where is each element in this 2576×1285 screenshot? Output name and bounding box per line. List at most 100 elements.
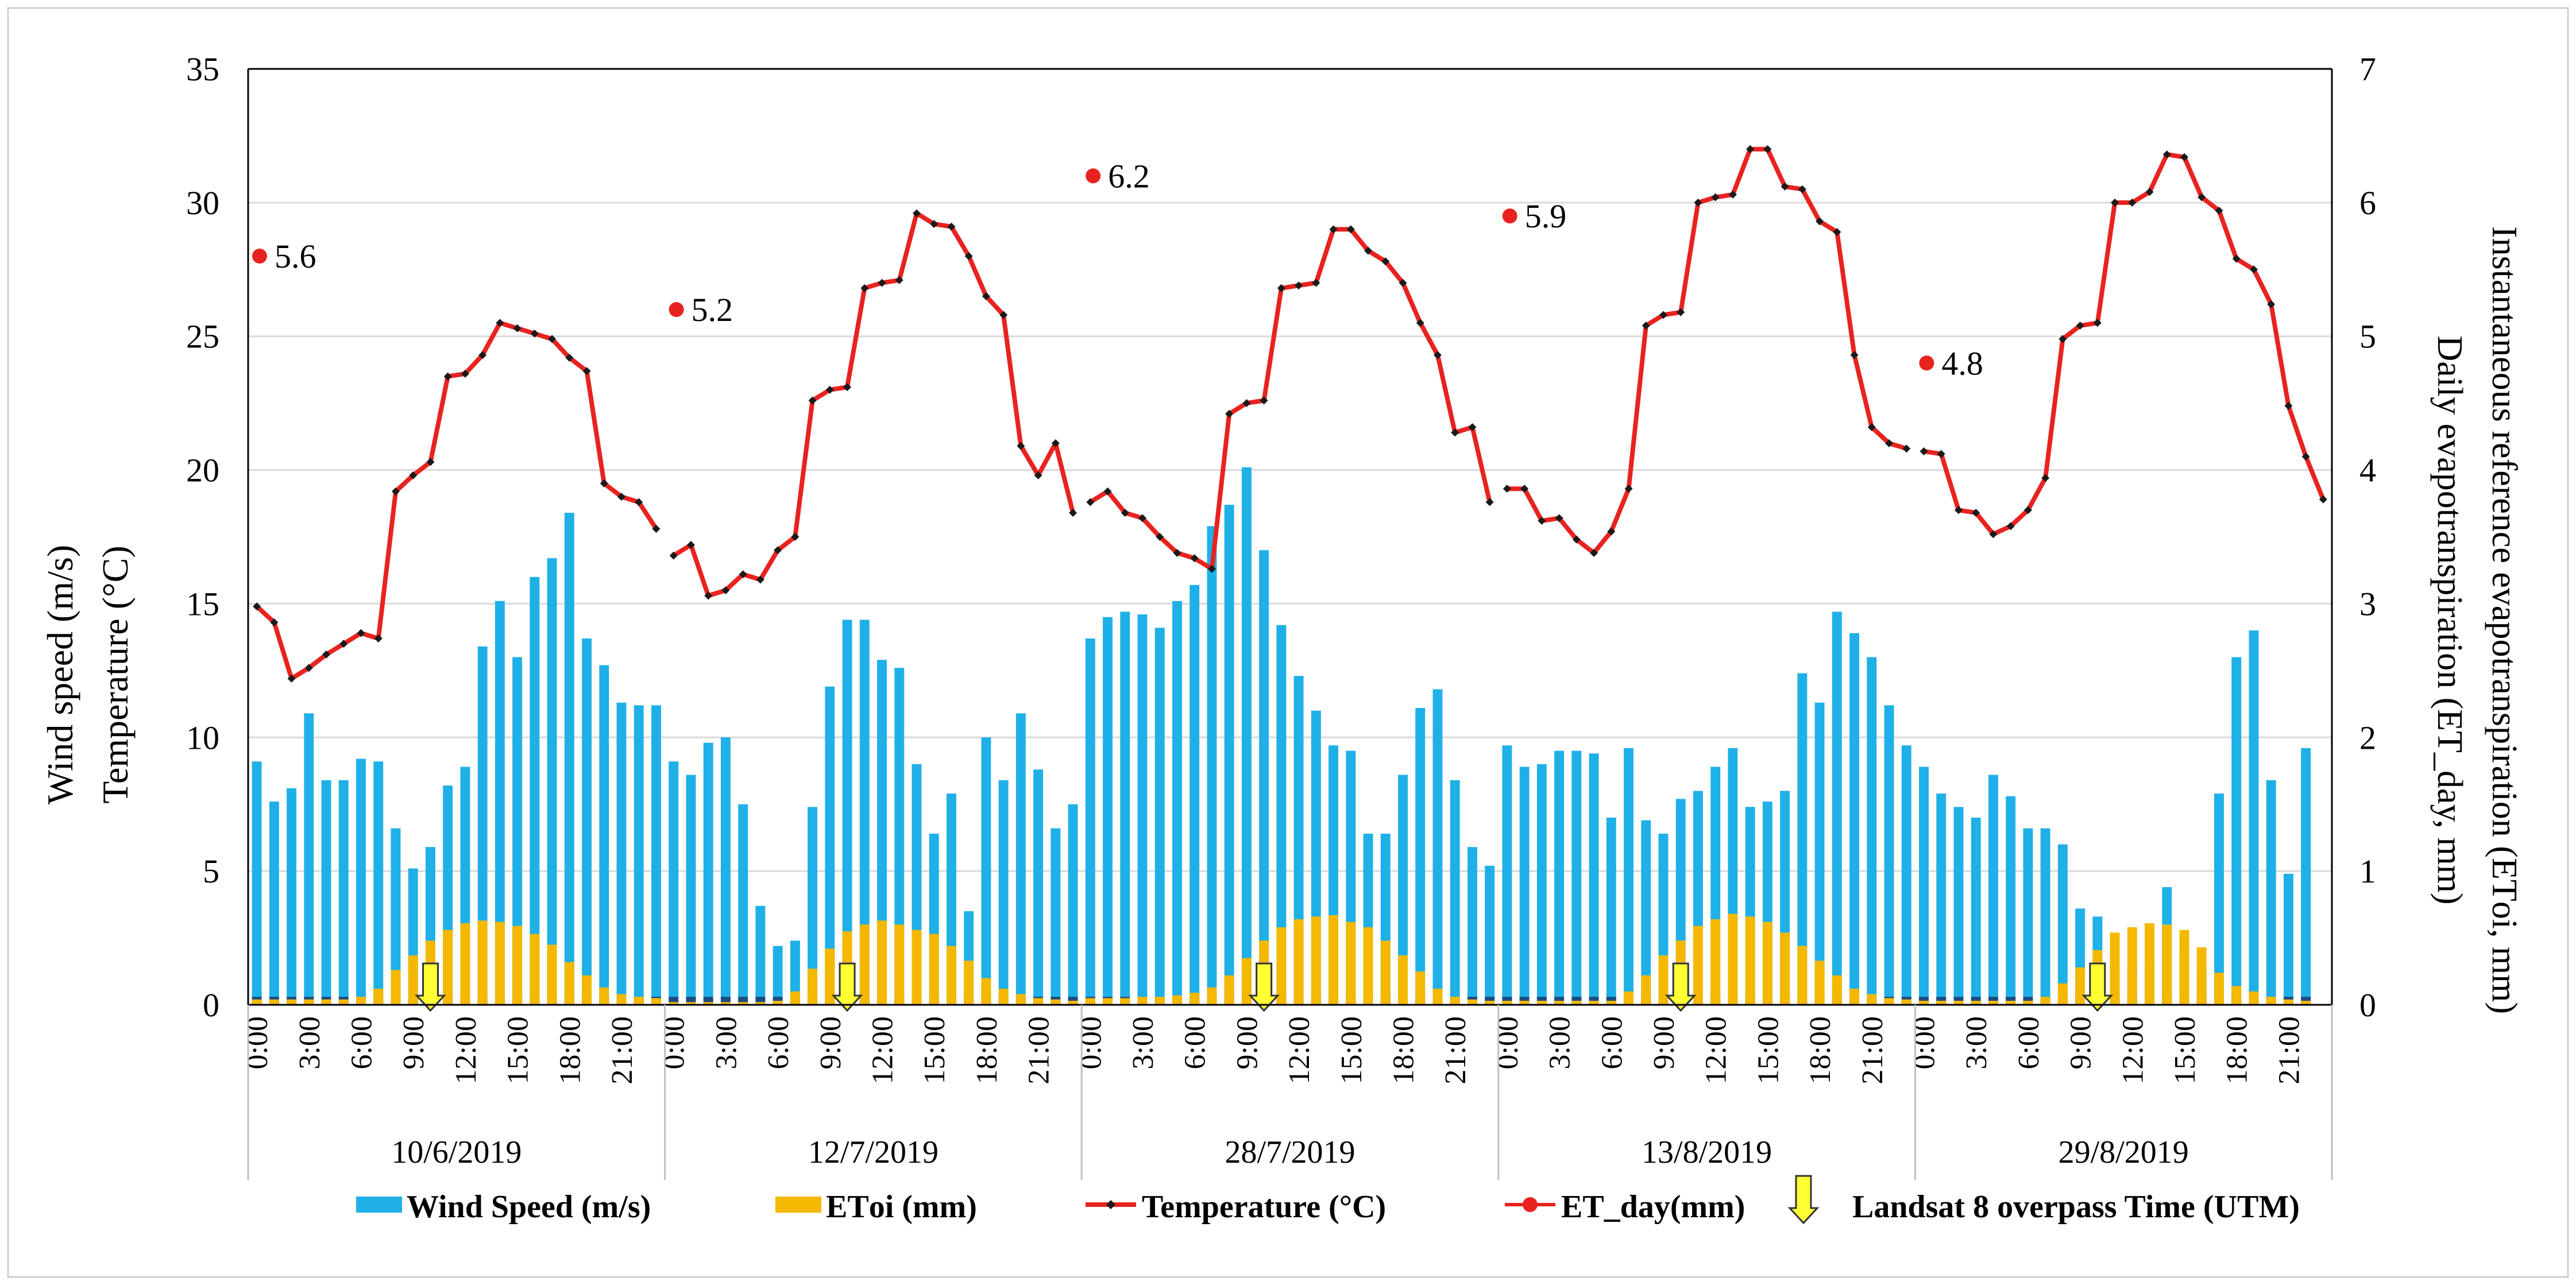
wind-bar xyxy=(1051,828,1061,1005)
hour-tick-label: 0:00 xyxy=(1492,1016,1524,1069)
etoi-bar xyxy=(304,999,314,1005)
etoi-bar xyxy=(1276,927,1287,1005)
etoi-bar xyxy=(1137,997,1148,1005)
temperature-marker xyxy=(2145,188,2154,196)
temperature-marker xyxy=(582,367,591,376)
wind-bar xyxy=(808,807,818,1005)
temperature-marker xyxy=(2267,300,2276,308)
temperature-marker xyxy=(461,369,469,378)
wind-bar xyxy=(703,742,713,1005)
wind-bar xyxy=(1589,753,1599,1005)
temperature-marker xyxy=(2284,401,2293,410)
hour-tick-label: 12:00 xyxy=(1283,1016,1316,1084)
hour-tick-label: 12:00 xyxy=(2117,1016,2149,1084)
temperature-marker xyxy=(1572,535,1581,544)
hour-tick-label: 15:00 xyxy=(918,1016,951,1084)
etoi-bar xyxy=(720,1002,731,1005)
hour-tick-label: 0:00 xyxy=(241,1016,274,1069)
temperature-marker xyxy=(1816,217,1824,226)
etoi-bar xyxy=(1919,1001,1929,1005)
temperature-marker xyxy=(443,372,452,381)
etoi-bar xyxy=(373,989,384,1005)
temperature-marker xyxy=(721,586,730,595)
temperature-marker xyxy=(1034,471,1042,479)
etoi-bar xyxy=(2110,932,2120,1005)
temperature-marker xyxy=(1607,527,1616,536)
etoi-bar xyxy=(2283,999,2293,1005)
hour-tick-label: 18:00 xyxy=(971,1016,1003,1084)
wind-bar xyxy=(1398,775,1408,1005)
legend-item: Temperature (°C) xyxy=(1086,1189,1386,1225)
hour-tick-label: 3:00 xyxy=(1960,1016,1993,1069)
etoi-bar xyxy=(2075,967,2085,1005)
etoi-bar xyxy=(495,922,505,1005)
etoi-bar xyxy=(1936,1001,1947,1005)
temperature-marker xyxy=(1902,444,1911,453)
wind-bar xyxy=(252,761,262,1005)
etoi-bar xyxy=(1624,991,1634,1005)
wind-bar xyxy=(1224,505,1234,1005)
etoi-bar xyxy=(2057,983,2068,1005)
legend-item: Wind Speed (m/s) xyxy=(356,1189,651,1225)
wind-bar xyxy=(1624,748,1634,1005)
hour-tick-label: 21:00 xyxy=(1023,1016,1056,1084)
temperature-marker xyxy=(1017,442,1025,450)
temperature-marker xyxy=(1972,509,1980,517)
etoi-bar xyxy=(2249,991,2259,1005)
etoi-bar xyxy=(564,962,574,1005)
temperature-marker xyxy=(1885,439,1894,447)
hour-tick-label: 15:00 xyxy=(1335,1016,1368,1084)
temperature-marker xyxy=(982,292,990,300)
et-day-point xyxy=(1919,355,1934,371)
wind-bar xyxy=(495,601,505,1005)
temperature-marker xyxy=(357,629,365,637)
hour-tick-label: 18:00 xyxy=(2221,1016,2254,1084)
right-tick-label: 4 xyxy=(2359,452,2376,489)
etoi-bar xyxy=(877,920,887,1005)
wind-bar xyxy=(512,657,523,1005)
temperature-marker xyxy=(2197,193,2206,202)
temperature-marker xyxy=(1989,530,1998,539)
legend-swatch xyxy=(356,1197,402,1213)
etoi-bar xyxy=(616,994,627,1005)
temperature-line xyxy=(672,211,1075,598)
et-day-point xyxy=(669,302,684,318)
hour-tick-label: 3:00 xyxy=(1544,1016,1577,1069)
wind-bar xyxy=(1988,775,1998,1005)
etoi-bar xyxy=(1015,994,1026,1005)
etoi-bar xyxy=(1693,926,1703,1005)
etoi-bar xyxy=(686,1002,696,1005)
hour-tick-label: 12:00 xyxy=(867,1016,899,1084)
temperature-marker xyxy=(1850,351,1859,359)
temperature-marker xyxy=(1920,447,1928,455)
temperature-marker xyxy=(756,575,764,584)
legend-marker xyxy=(1523,1197,1538,1212)
wind-bar xyxy=(998,780,1009,1005)
temperature-marker xyxy=(843,383,852,392)
wind-bar xyxy=(1068,804,1078,1005)
wind-bar xyxy=(755,905,766,1005)
temperature-marker xyxy=(2059,335,2067,343)
temperature-marker xyxy=(1312,278,1320,287)
etoi-bar xyxy=(1728,914,1738,1005)
temperature-marker xyxy=(1659,311,1668,319)
temperature-marker xyxy=(2128,198,2137,207)
etoi-bar xyxy=(1554,1001,1565,1005)
wind-bar xyxy=(2249,630,2259,1005)
etoi-bar xyxy=(929,934,939,1005)
legend-item: ET_day(mm) xyxy=(1505,1189,1745,1225)
hour-tick-label: 6:00 xyxy=(1596,1016,1628,1069)
wind-bar xyxy=(859,620,870,1005)
etoi-bar xyxy=(252,999,262,1005)
hour-tick-label: 6:00 xyxy=(2013,1016,2045,1069)
etoi-bar xyxy=(356,997,366,1005)
et-day-points: 5.6 5.2 6.2 5.9 4.8 xyxy=(252,157,1983,382)
wind-bar xyxy=(738,804,748,1005)
temperature-marker xyxy=(652,525,661,533)
temperature-marker xyxy=(1156,533,1164,541)
etoi-bar xyxy=(1380,940,1391,1005)
temperature-marker xyxy=(1485,498,1494,506)
etoi-bar xyxy=(1536,1001,1547,1005)
temperature-marker xyxy=(530,330,539,338)
et-day-label: 5.6 xyxy=(275,238,316,275)
